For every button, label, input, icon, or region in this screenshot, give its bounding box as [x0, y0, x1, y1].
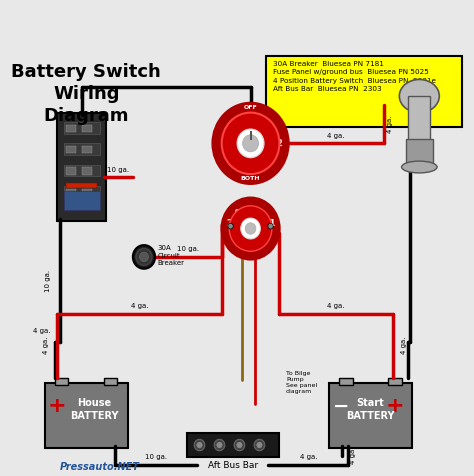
- Bar: [66, 183, 97, 188]
- Text: 2: 2: [227, 219, 232, 228]
- Circle shape: [222, 198, 280, 259]
- Circle shape: [229, 206, 272, 251]
- Bar: [82, 189, 91, 196]
- Text: 2: 2: [276, 139, 283, 148]
- Circle shape: [237, 442, 242, 448]
- FancyBboxPatch shape: [187, 433, 279, 457]
- Text: −: −: [333, 397, 350, 416]
- Text: +: +: [48, 396, 67, 416]
- Bar: [55, 377, 68, 385]
- Text: 4 ga.: 4 ga.: [300, 455, 317, 460]
- Circle shape: [237, 129, 264, 158]
- Circle shape: [136, 248, 152, 266]
- Bar: [66, 189, 76, 196]
- Circle shape: [217, 442, 222, 448]
- Text: BOTH: BOTH: [241, 176, 260, 181]
- Circle shape: [197, 442, 202, 448]
- Text: 10 ga.: 10 ga.: [46, 269, 52, 292]
- Text: Aft Bus Bar: Aft Bus Bar: [208, 461, 258, 470]
- Ellipse shape: [399, 79, 439, 113]
- FancyBboxPatch shape: [57, 113, 106, 221]
- Bar: [64, 191, 100, 209]
- Text: 4 ga.: 4 ga.: [387, 116, 393, 133]
- Circle shape: [213, 103, 288, 184]
- Bar: [82, 125, 91, 132]
- Circle shape: [245, 223, 256, 234]
- Circle shape: [133, 245, 155, 269]
- Text: 4 ga.: 4 ga.: [328, 133, 345, 139]
- Text: 4 ga.: 4 ga.: [33, 327, 51, 334]
- Text: OFF: OFF: [244, 105, 257, 110]
- Text: 1: 1: [219, 139, 225, 148]
- Text: 4 ga.: 4 ga.: [401, 337, 407, 355]
- Circle shape: [214, 439, 225, 451]
- Ellipse shape: [401, 161, 437, 173]
- Circle shape: [222, 113, 280, 174]
- Text: 4 ga.: 4 ga.: [350, 447, 356, 465]
- Bar: [64, 186, 100, 198]
- Bar: [66, 168, 76, 175]
- Text: 4 ga.: 4 ga.: [328, 303, 345, 309]
- Bar: [339, 377, 353, 385]
- Bar: [66, 146, 76, 153]
- Bar: [408, 96, 430, 143]
- Text: 30A Breaker  Bluesea PN 7181
Fuse Panel w/ground bus  Bluesea PN 5025
4 Position: 30A Breaker Bluesea PN 7181 Fuse Panel w…: [273, 60, 436, 92]
- Bar: [64, 165, 100, 177]
- Text: 4 ga.: 4 ga.: [43, 337, 49, 355]
- Text: Common: Common: [235, 209, 266, 215]
- Text: House
BATTERY: House BATTERY: [70, 398, 118, 420]
- Bar: [406, 139, 433, 167]
- Text: 1: 1: [269, 219, 274, 228]
- Text: 10 ga.: 10 ga.: [177, 246, 200, 252]
- Bar: [104, 377, 118, 385]
- Circle shape: [254, 439, 265, 451]
- FancyBboxPatch shape: [45, 383, 128, 447]
- Circle shape: [194, 439, 205, 451]
- Circle shape: [241, 218, 260, 239]
- Text: Start
BATTERY: Start BATTERY: [346, 398, 395, 420]
- FancyBboxPatch shape: [329, 383, 412, 447]
- FancyBboxPatch shape: [266, 56, 462, 127]
- Bar: [66, 125, 76, 132]
- Text: BATT: BATT: [237, 231, 251, 236]
- Bar: [82, 168, 91, 175]
- Circle shape: [243, 135, 258, 152]
- Bar: [64, 143, 100, 155]
- Circle shape: [228, 223, 233, 229]
- Circle shape: [268, 223, 273, 229]
- Text: Battery Switch
Wiring
Diagram: Battery Switch Wiring Diagram: [11, 63, 161, 125]
- Bar: [64, 122, 100, 134]
- Text: 30A
Circuit
Breaker: 30A Circuit Breaker: [157, 245, 184, 266]
- Text: 10 ga.: 10 ga.: [108, 167, 129, 173]
- Text: Pressauto.NET: Pressauto.NET: [60, 462, 139, 472]
- Text: +: +: [385, 396, 404, 416]
- Bar: [388, 377, 401, 385]
- Text: 10 ga.: 10 ga.: [145, 455, 167, 460]
- Circle shape: [139, 252, 148, 262]
- Text: To Bilge
Pump
See panel
diagram: To Bilge Pump See panel diagram: [286, 370, 317, 394]
- Text: 4 ga.: 4 ga.: [131, 303, 148, 309]
- Circle shape: [234, 439, 245, 451]
- Circle shape: [257, 442, 262, 448]
- Bar: [82, 146, 91, 153]
